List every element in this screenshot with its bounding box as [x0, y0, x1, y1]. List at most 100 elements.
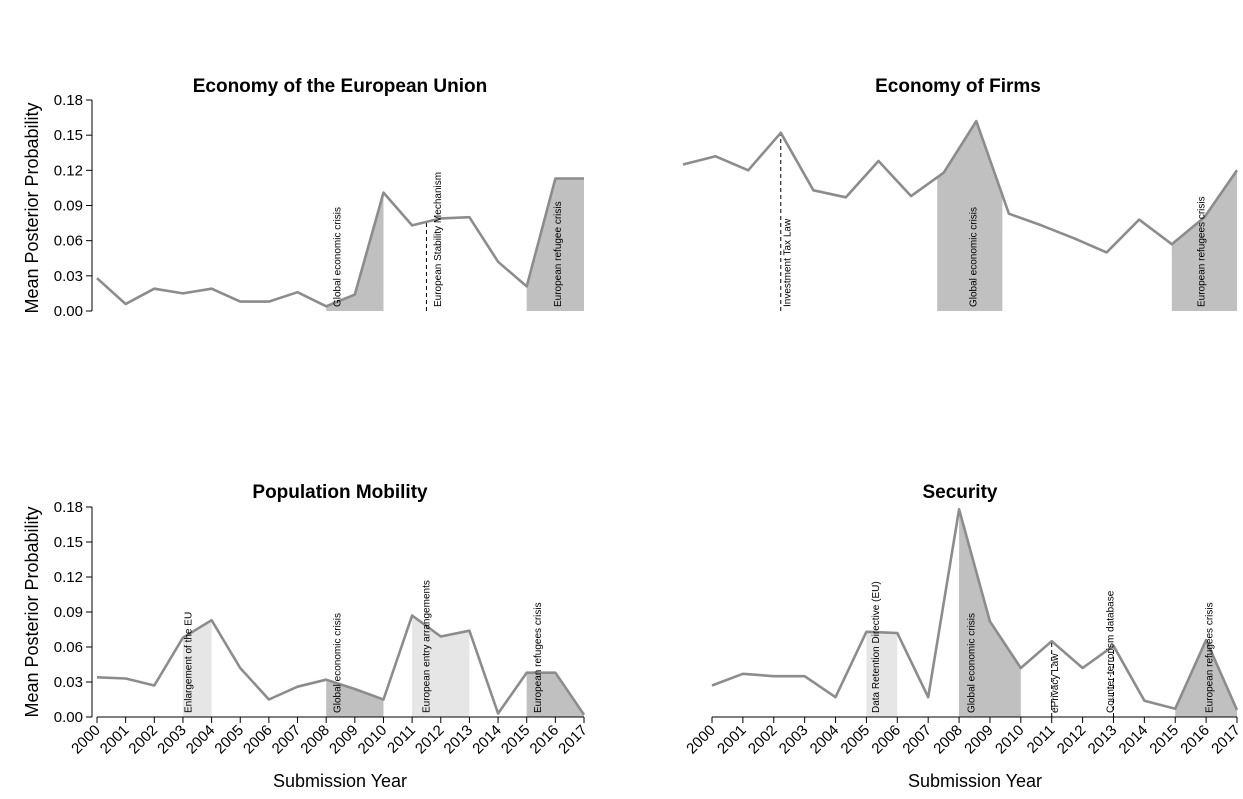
series-line — [682, 119, 1239, 254]
y-axis-label: Mean Posterior Probability — [22, 506, 42, 717]
panel-title: Population Mobility — [252, 482, 428, 503]
annotations: Enlargement of the EU Global economic cri… — [184, 580, 544, 713]
shaded-period — [326, 192, 384, 311]
x-tick-label: 2005 — [838, 722, 874, 758]
annotation-label: European refugees crisis — [1196, 196, 1207, 307]
panel-title: Economy of the European Union — [193, 76, 488, 97]
shaded-period — [182, 620, 212, 717]
panel-security: Security Submission Year 200020012002200… — [683, 482, 1243, 791]
annotation-label: Global economic crisis — [333, 207, 344, 307]
y-tick-label: 0.03 — [54, 268, 83, 285]
annotation-label: ePrivacy Law — [1050, 653, 1061, 713]
y-tick-label: 0.15 — [54, 534, 83, 551]
y-axis: 0.00 0.03 0.06 0.09 0.12 0.15 0.18 — [54, 92, 93, 320]
y-tick-label: 0.03 — [54, 674, 83, 691]
annotation-label: Global economic crisis — [967, 613, 978, 713]
x-tick-label: 2015 — [1146, 722, 1182, 758]
series — [711, 508, 1239, 711]
panel-title: Economy of Firms — [875, 76, 1041, 97]
x-tick-label: 2009 — [326, 722, 362, 758]
series — [96, 177, 584, 308]
y-tick-label: 0.15 — [54, 127, 83, 144]
series-line — [96, 614, 586, 716]
annotations: Global economic crisis European Stability… — [333, 172, 565, 307]
annotations: Data Retention Directive (EU) Global econ… — [871, 581, 1216, 713]
y-tick-label: 0.00 — [54, 709, 83, 726]
reference-lines — [1051, 641, 1114, 717]
series-line — [96, 177, 584, 308]
shaded-period — [526, 672, 584, 717]
panel-economy-eu: Economy of the European Union Mean Poste… — [22, 76, 584, 320]
x-tick-label: 2011 — [384, 722, 419, 757]
y-tick-label: 0.12 — [54, 162, 83, 179]
shaded-periods — [182, 615, 584, 717]
y-tick-label: 0.00 — [54, 303, 83, 320]
annotation-label: European Stability Mechanism — [433, 172, 444, 307]
y-axis-label: Mean Posterior Probability — [22, 102, 42, 313]
x-tick-label: 2011 — [1024, 722, 1059, 757]
shaded-periods — [937, 121, 1237, 311]
y-tick-label: 0.18 — [54, 499, 83, 516]
x-tick-label: 2002 — [126, 722, 162, 758]
annotation-label: Data Retention Directive (EU) — [871, 581, 882, 713]
annotation-label: Enlargement of the EU — [184, 612, 195, 713]
x-tick-label: 2002 — [745, 722, 781, 758]
x-tick-label: 2007 — [269, 722, 305, 758]
series — [96, 614, 586, 716]
panel-economy-firms: Economy of Firms Investment Tax Law Globa… — [682, 76, 1239, 311]
y-tick-label: 0.12 — [54, 569, 83, 586]
shaded-periods — [326, 178, 584, 311]
x-tick-label: 2017 — [555, 722, 591, 758]
annotations: Investment Tax Law Global economic crisis… — [783, 196, 1208, 307]
x-tick-label: 2017 — [1208, 722, 1243, 758]
x-tick-label: 2001 — [97, 722, 133, 758]
x-axis-label: Submission Year — [273, 771, 407, 791]
x-tick-label: 2004 — [183, 722, 219, 758]
annotation-label: European refugees crisis — [533, 602, 544, 713]
y-tick-label: 0.06 — [54, 233, 83, 250]
x-tick-label: 2015 — [498, 722, 534, 758]
x-tick-label: 2000 — [683, 722, 719, 758]
annotation-label: Counter-terrorism database — [1105, 590, 1116, 713]
annotation-label: European refugees crisis — [1204, 602, 1215, 713]
y-tick-label: 0.09 — [54, 604, 83, 621]
annotation-label: European refugee crisis — [553, 201, 564, 307]
x-axis-label: Submission Year — [908, 771, 1042, 791]
series-line — [711, 508, 1239, 711]
x-tick-label: 2016 — [527, 722, 563, 758]
x-tick-label: 2009 — [961, 722, 997, 758]
x-tick-label: 2006 — [240, 722, 276, 758]
x-tick-label: 2004 — [807, 722, 843, 758]
y-tick-label: 0.09 — [54, 198, 83, 215]
annotation-label: Global economic crisis — [333, 613, 344, 713]
x-tick-label: 2012 — [1054, 722, 1090, 758]
x-axis: 2000200120022003200420052006200720082009… — [683, 716, 1243, 758]
x-tick-label: 2005 — [211, 722, 247, 758]
annotation-label: Global economic crisis — [968, 207, 979, 307]
x-tick-label: 2003 — [154, 722, 190, 758]
shaded-period — [326, 679, 384, 717]
x-tick-label: 2008 — [930, 722, 966, 758]
panel-title: Security — [923, 482, 998, 503]
x-tick-label: 2013 — [441, 722, 477, 758]
x-tick-label: 2010 — [355, 722, 391, 758]
shaded-period — [959, 509, 1021, 717]
annotation-label: European entry arrangements — [421, 580, 432, 713]
x-tick-label: 2000 — [68, 722, 104, 758]
shaded-period — [1175, 640, 1237, 717]
x-tick-label: 2014 — [469, 722, 505, 758]
panel-population-mobility: Population Mobility Mean Posterior Proba… — [22, 482, 591, 791]
series — [682, 119, 1239, 254]
y-tick-label: 0.06 — [54, 639, 83, 656]
x-tick-label: 2013 — [1085, 722, 1121, 758]
shaded-period — [937, 121, 1003, 311]
x-tick-label: 2001 — [714, 722, 750, 758]
x-tick-label: 2012 — [412, 722, 448, 758]
shaded-periods — [866, 509, 1237, 717]
annotation-label: Investment Tax Law — [783, 218, 794, 307]
x-tick-label: 2016 — [1177, 722, 1213, 758]
shaded-period — [412, 615, 470, 717]
x-tick-label: 2003 — [776, 722, 812, 758]
x-tick-label: 2010 — [992, 722, 1028, 758]
